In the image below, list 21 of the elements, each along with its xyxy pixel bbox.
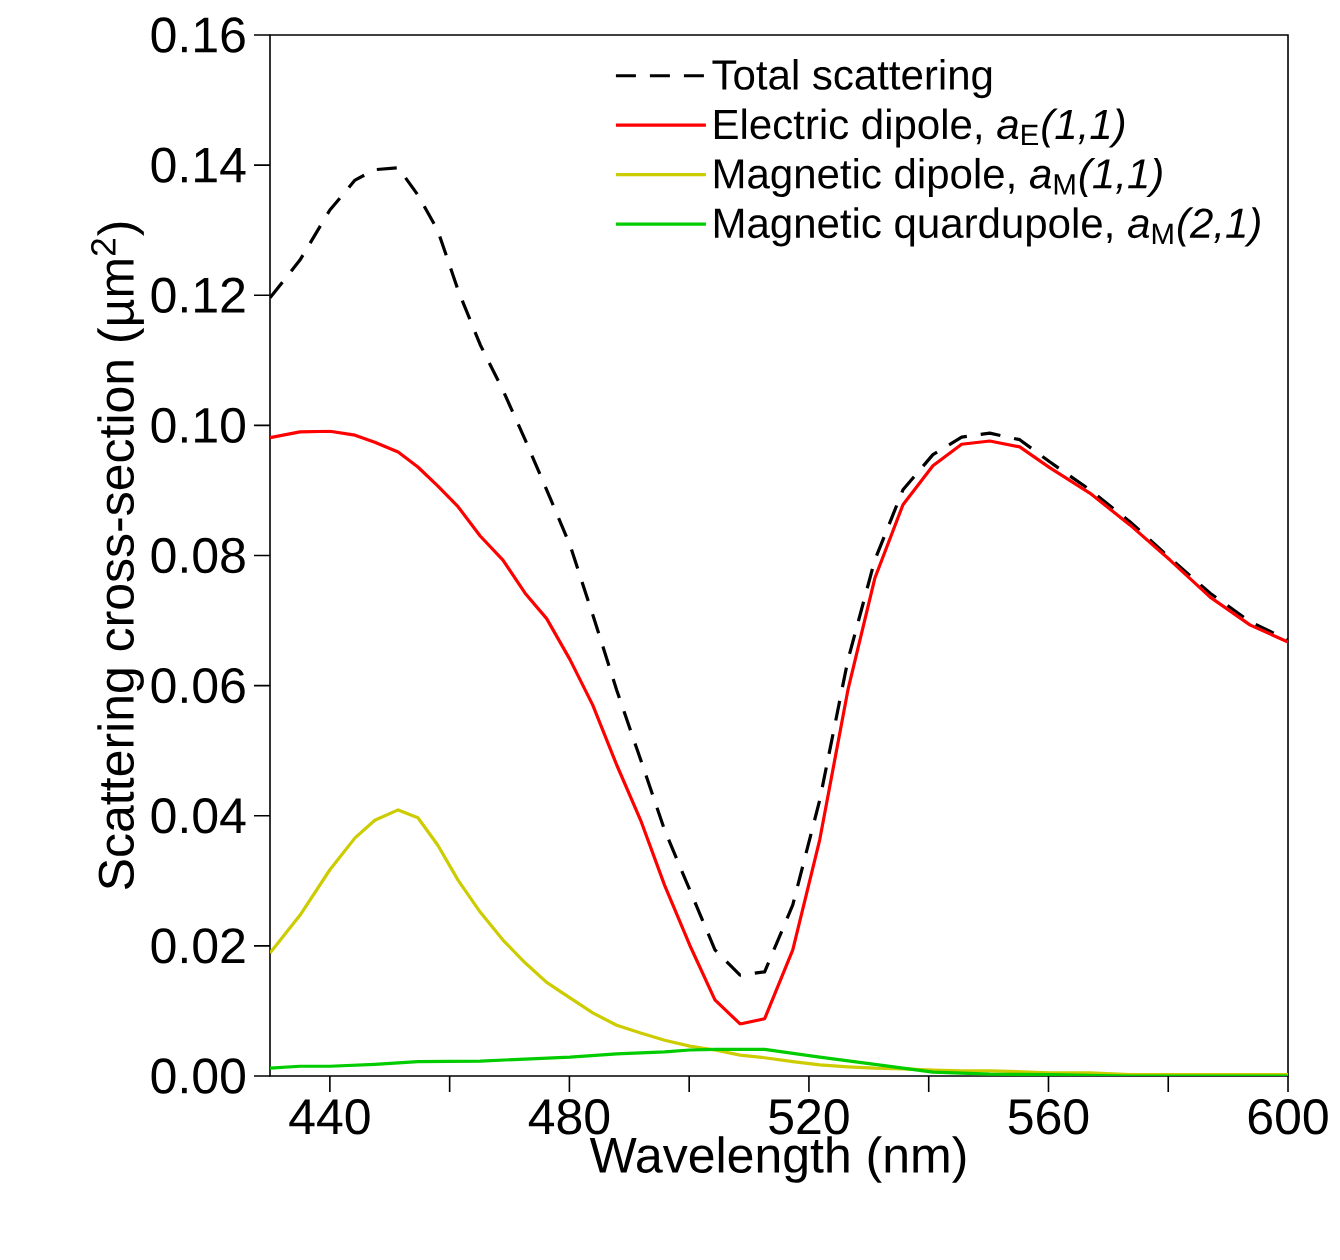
y-tick-label: 0.04 — [151, 798, 246, 834]
legend-label: Electric dipole, a$_{E}$(1,1) — [714, 108, 1125, 148]
legend-label: Magnetic dipole, a$_{M}$(1,1) — [714, 157, 1162, 198]
y-tick-label: 0.16 — [151, 17, 245, 53]
x-axis-title: Wavelength (nm) — [589, 1136, 966, 1183]
x-tick-label: 600 — [1248, 1099, 1328, 1135]
y-tick-label: 0.00 — [151, 1058, 245, 1094]
x-tick-label: 520 — [769, 1099, 849, 1135]
y-tick-label: 0.08 — [151, 537, 245, 574]
y-tick-label: 0.06 — [151, 667, 245, 704]
x-tick-label: 440 — [289, 1099, 370, 1135]
y-tick-label: 0.10 — [151, 407, 245, 444]
y-tick-label: 0.14 — [151, 147, 246, 183]
legend-label: Magnetic quardupole, a$_{M}$(2,1) — [714, 207, 1260, 247]
y-tick-label: 0.12 — [151, 277, 245, 313]
line-series — [270, 429, 1289, 1026]
legend-label: Total scattering — [712, 59, 992, 99]
x-tick-label: 480 — [528, 1099, 610, 1135]
y-tick-label: 0.02 — [151, 928, 245, 964]
y-axis-title: Scattering cross-section (µm$^{2}$) — [91, 222, 144, 890]
x-tick-label: 560 — [1008, 1099, 1089, 1135]
